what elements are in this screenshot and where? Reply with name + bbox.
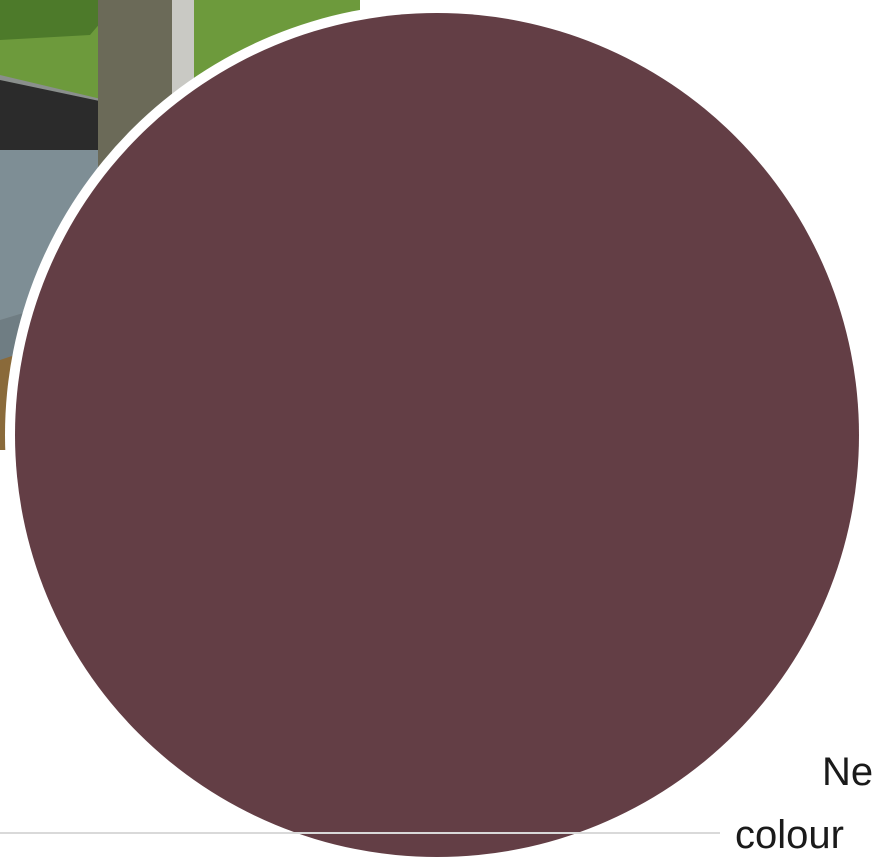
text-line: colour: [735, 813, 844, 857]
maroon-circle: [15, 13, 859, 857]
text-line: Ne: [822, 750, 873, 794]
